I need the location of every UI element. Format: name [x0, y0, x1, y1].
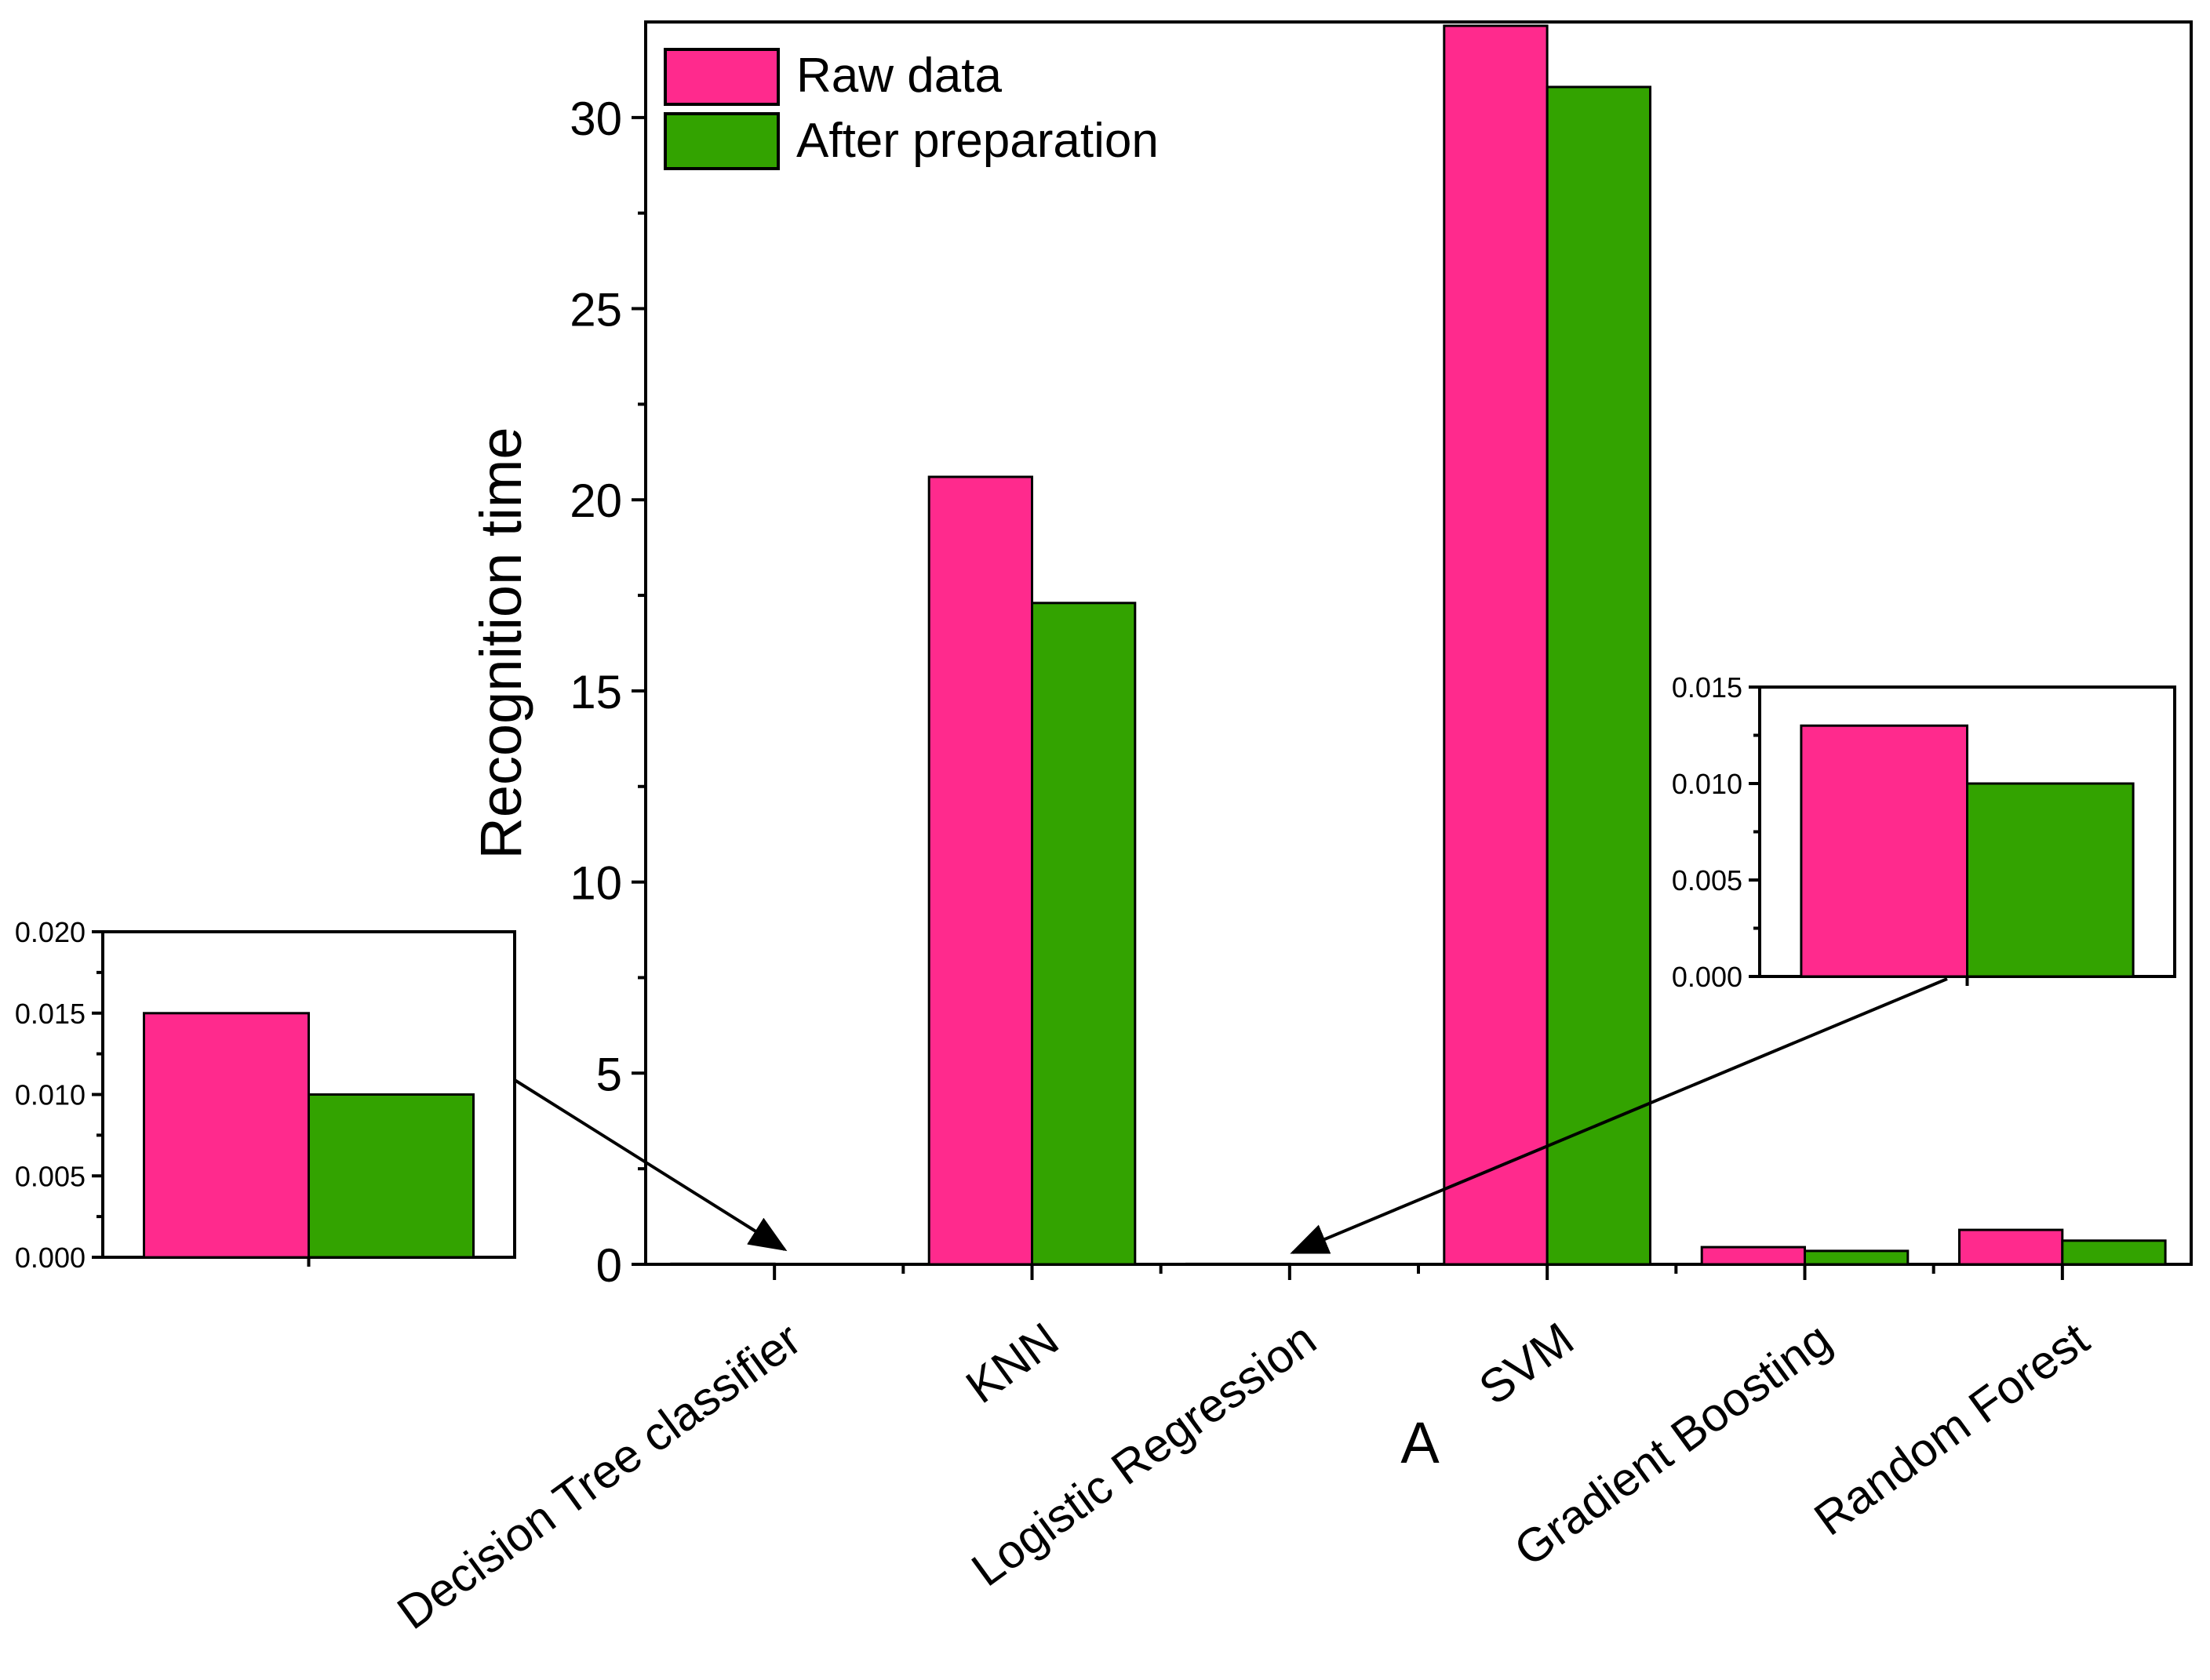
legend-label-raw-data: Raw data	[796, 49, 1002, 103]
y-tick-label: 30	[570, 93, 622, 145]
inset-y-tick-label: 0.020	[15, 916, 86, 948]
inset-y-tick-label: 0.005	[1672, 864, 1742, 896]
bar-after-preparation-knn	[1031, 602, 1137, 1266]
legend-label-after-preparation: After preparation	[796, 114, 1159, 168]
inset-bar-raw-data	[1800, 724, 1968, 978]
inset-bar-raw-data	[143, 1012, 310, 1259]
zoom-arrow-logistic-regression	[1290, 977, 1948, 1254]
y-tick-label: 25	[570, 284, 622, 336]
inset-y-tick-label: 0.015	[15, 998, 86, 1030]
inset-y-tick-label: 0.010	[15, 1079, 86, 1111]
y-tick-label: 5	[596, 1048, 622, 1100]
inset-y-tick-label: 0.000	[15, 1242, 86, 1274]
y-tick-label: 20	[570, 475, 622, 527]
x-tick-label-knn: KNN	[956, 1312, 1068, 1413]
legend-swatch-raw-data	[664, 48, 780, 106]
main-plot-frame	[644, 20, 2193, 1266]
inset-y-tick-label: 0.000	[1672, 961, 1742, 993]
bar-raw-data-random-forest	[1958, 1228, 2064, 1266]
bar-after-preparation-logistic-regression	[1288, 1263, 1394, 1266]
legend: Raw data After preparation	[664, 48, 1159, 170]
inset-y-tick-label: 0.010	[1672, 768, 1742, 800]
main-bars	[670, 24, 2167, 1266]
bar-after-preparation-svm	[1546, 85, 1651, 1266]
zoom-arrow-decision-tree	[513, 1078, 788, 1252]
bar-after-preparation-decision-tree-classifier	[773, 1263, 879, 1266]
bar-raw-data-svm	[1443, 24, 1549, 1266]
y-tick-label: 15	[570, 666, 622, 718]
inset-y-tick-label: 0.015	[1672, 671, 1742, 704]
inset-bar-after-preparation	[308, 1093, 475, 1259]
x-tick-label-random-forest: Random Forest	[1805, 1312, 2099, 1545]
legend-swatch-after-preparation	[664, 112, 780, 170]
y-axis-ticks: 0 5 10 15 20 25 30	[570, 93, 646, 1292]
y-tick-label: 0	[596, 1239, 622, 1292]
inset-logistic-regression: 0.000 0.005 0.010 0.015	[1672, 671, 2176, 993]
x-tick-label-decision-tree-classifier: Decision Tree classifier	[388, 1312, 810, 1639]
inset-bar-after-preparation	[1966, 782, 2135, 978]
inset-decision-tree-bars	[143, 1012, 475, 1259]
inset-logistic-regression-ticks: 0.000 0.005 0.010 0.015	[1672, 671, 1969, 993]
bar-raw-data-knn	[927, 475, 1033, 1266]
inset-logistic-regression-bars	[1800, 724, 2135, 978]
bar-raw-data-gradient-boosting	[1700, 1245, 1806, 1266]
x-tick-label-svm: SVM	[1469, 1312, 1583, 1415]
inset-decision-tree-frame	[101, 930, 516, 1259]
inset-decision-tree-ticks: 0.000 0.005 0.010 0.015 0.020	[15, 916, 311, 1274]
bar-after-preparation-random-forest	[2061, 1239, 2167, 1266]
bar-after-preparation-gradient-boosting	[1804, 1249, 1910, 1266]
y-tick-label: 10	[570, 857, 622, 910]
inset-y-tick-label: 0.005	[15, 1160, 86, 1192]
inset-decision-tree: 0.000 0.005 0.010 0.015 0.020	[15, 916, 516, 1274]
y-axis-label: Recognition time	[468, 427, 533, 859]
panel-annotation: A	[1400, 1410, 1440, 1475]
